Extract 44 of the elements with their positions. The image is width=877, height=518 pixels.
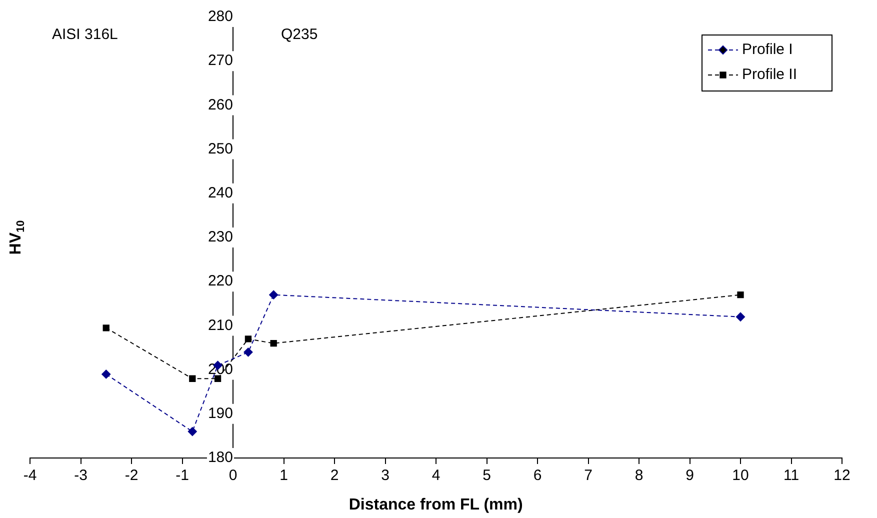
x-tick-label: -2 — [124, 467, 138, 484]
point — [244, 348, 253, 357]
y-axis-title: HV10 — [7, 220, 27, 255]
x-tick-label: 7 — [584, 467, 592, 484]
point — [102, 370, 111, 379]
y-tick-label: 240 — [208, 184, 233, 202]
y-tick-label: 250 — [208, 140, 233, 158]
y-tick-label: 210 — [208, 316, 233, 334]
legend-label: Profile II — [742, 66, 798, 84]
point — [737, 292, 744, 298]
point — [102, 324, 110, 332]
x-tick-label: 8 — [634, 467, 644, 484]
point — [188, 427, 197, 436]
y-tick-label: 230 — [208, 228, 233, 246]
y-tick-label: 280 — [208, 8, 233, 26]
x-tick-label: 10 — [732, 467, 749, 484]
x-tick-label: 9 — [686, 467, 694, 484]
y-tick-label: 220 — [208, 272, 233, 290]
x-tick-label: 1 — [280, 467, 288, 484]
point — [270, 340, 277, 347]
x-tick-label: 11 — [783, 467, 800, 484]
x-axis-title: Distance from FL (mm) — [348, 496, 523, 514]
x-tick-label: 2 — [330, 467, 339, 484]
point — [736, 312, 745, 322]
y-tick-label: 180 — [208, 449, 233, 466]
point — [189, 375, 196, 382]
y-tick-label: 190 — [208, 405, 233, 422]
y-tick-label: 270 — [208, 52, 233, 70]
x-tick-label: 3 — [381, 467, 390, 484]
point — [244, 336, 252, 342]
x-tick-label: 6 — [533, 467, 542, 484]
y-tick-label: 260 — [208, 96, 233, 114]
point — [269, 290, 278, 300]
point — [214, 375, 222, 382]
legend-label: Profile I — [742, 41, 793, 58]
x-tick-label: -4 — [23, 467, 37, 484]
x-tick-label: 4 — [432, 467, 440, 484]
x-tick-label: -1 — [176, 467, 189, 484]
x-tick-label: -3 — [74, 467, 88, 484]
annotation: AISI 316L — [52, 26, 118, 44]
x-tick-label: 12 — [834, 467, 850, 484]
x-tick-label: 5 — [482, 467, 491, 484]
x-tick-label: 0 — [228, 467, 238, 484]
annotation: Q235 — [281, 26, 318, 44]
